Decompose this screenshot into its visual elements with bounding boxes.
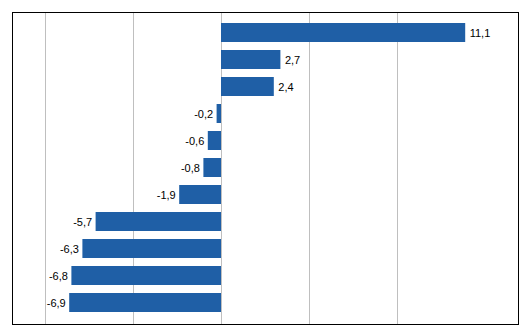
svg-text:2,4: 2,4 — [278, 81, 293, 93]
svg-text:-6,3: -6,3 — [60, 243, 79, 255]
svg-text:-6,9: -6,9 — [47, 297, 66, 309]
svg-text:-0,2: -0,2 — [194, 108, 213, 120]
svg-text:-1,9: -1,9 — [157, 189, 176, 201]
svg-text:-5,7: -5,7 — [73, 216, 92, 228]
svg-text:11,1: 11,1 — [470, 27, 491, 39]
svg-text:-0,6: -0,6 — [185, 135, 204, 147]
svg-text:2,7: 2,7 — [285, 54, 300, 66]
svg-text:-0,8: -0,8 — [181, 162, 200, 174]
svg-text:-6,8: -6,8 — [49, 270, 68, 282]
